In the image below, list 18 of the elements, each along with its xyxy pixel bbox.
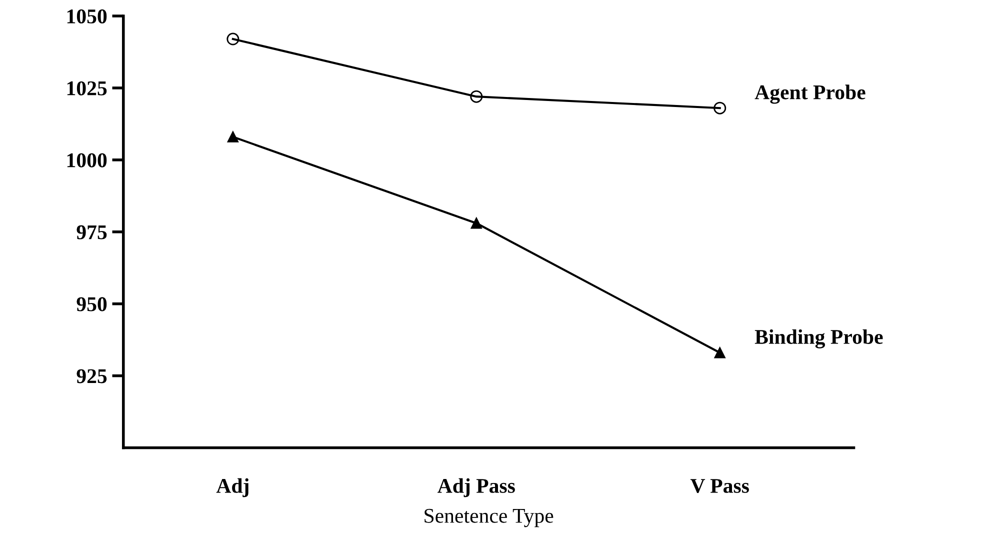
point [714, 347, 726, 358]
point [226, 32, 240, 46]
y-tick-label: 925 [76, 369, 107, 384]
series-label: Agent Probe [754, 84, 866, 104]
x-tick-label: V Pass [690, 479, 749, 494]
y-tick-label: 1000 [67, 153, 107, 168]
point [470, 90, 483, 103]
x-tick-label: Adj [216, 478, 248, 498]
series-label: Binding Probe [754, 329, 883, 348]
point [714, 102, 726, 114]
y-tick-label: 1050 [67, 9, 107, 24]
y-tick-label: 975 [76, 225, 107, 240]
x-tick-label: Adj Pass [438, 478, 515, 498]
point [470, 218, 482, 229]
x-axis-title: Senetence Type [424, 508, 554, 528]
y-tick-label: 1025 [67, 81, 107, 96]
y-tick-label: 950 [76, 297, 107, 312]
point [227, 131, 238, 142]
